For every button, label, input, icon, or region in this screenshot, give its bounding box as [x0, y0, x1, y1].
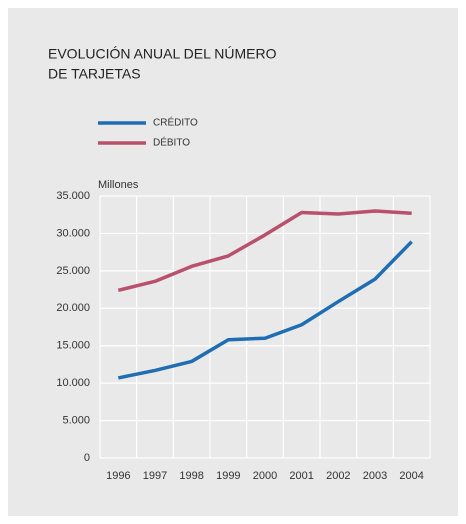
x-tick-label: 2003: [363, 470, 387, 482]
chart-title: DE TARJETAS: [48, 66, 141, 82]
y-tick-label: 35.000: [56, 190, 90, 202]
y-tick-label: 15.000: [56, 340, 90, 352]
legend-label: DÉBITO: [153, 136, 190, 149]
legend-label: CRÉDITO: [153, 116, 198, 129]
x-tick-label: 2004: [399, 470, 423, 482]
y-tick-label: 0: [84, 452, 90, 464]
chart-title: EVOLUCIÓN ANUAL DEL NÚMERO: [48, 46, 277, 62]
y-tick-label: 25.000: [56, 265, 90, 277]
x-tick-label: 2001: [289, 470, 313, 482]
x-tick-label: 1998: [179, 470, 203, 482]
x-tick-label: 1996: [106, 470, 130, 482]
x-tick-label: 1997: [143, 470, 167, 482]
y-tick-label: 5.000: [62, 414, 90, 426]
panel: [8, 8, 458, 516]
x-tick-label: 2000: [253, 470, 277, 482]
y-tick-label: 30.000: [56, 227, 90, 239]
y-tick-label: 10.000: [56, 377, 90, 389]
y-tick-label: 20.000: [56, 302, 90, 314]
x-tick-label: 1999: [216, 470, 240, 482]
line-series: [117, 209, 412, 293]
y-axis-label: Millones: [98, 179, 139, 191]
x-tick-label: 2002: [326, 470, 350, 482]
line-series: [117, 240, 413, 380]
